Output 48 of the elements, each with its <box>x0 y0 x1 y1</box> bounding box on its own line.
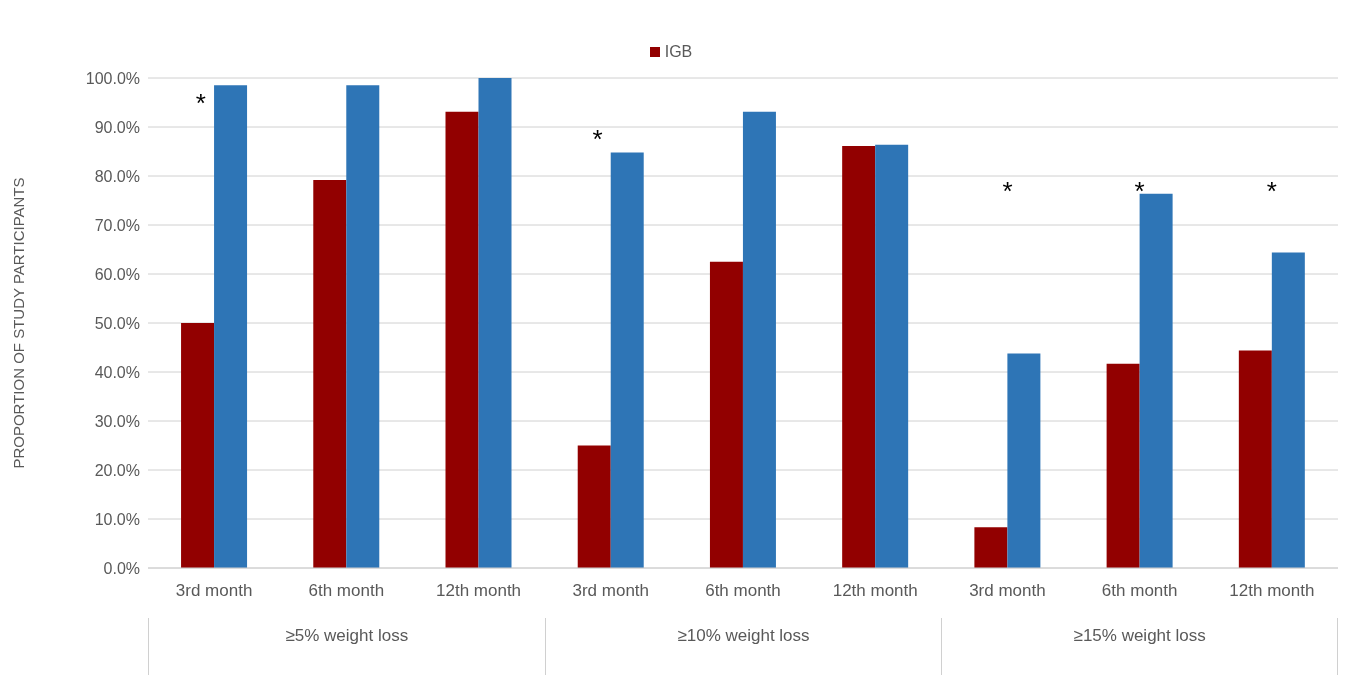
bar <box>181 323 215 568</box>
bar <box>1106 363 1140 568</box>
text: ≥10% weight loss <box>544 618 942 675</box>
x-tick-label: 6th month <box>705 581 781 601</box>
bar <box>346 85 380 568</box>
x-tick-label: 3rd month <box>572 581 650 601</box>
y-tick-label: 30.0% <box>94 412 140 430</box>
y-tick-label: 60.0% <box>94 265 140 283</box>
bar <box>709 261 743 568</box>
text: ≥15% weight loss <box>941 618 1338 675</box>
annotation: * <box>1133 176 1146 206</box>
bar <box>842 146 876 568</box>
annotation: * <box>1001 176 1014 206</box>
y-tick-label: 80.0% <box>94 167 140 185</box>
bar <box>445 111 479 568</box>
bar <box>313 179 347 568</box>
bar <box>577 445 611 568</box>
x-tick-label: 6th month <box>308 581 385 601</box>
bar <box>974 527 1008 568</box>
bar <box>1271 252 1305 568</box>
bar <box>610 152 644 568</box>
bar <box>1007 353 1041 568</box>
y-tick-label: 40.0% <box>94 363 140 381</box>
annotation: * <box>1265 176 1278 206</box>
x-tick-label: 12th month <box>832 581 918 601</box>
legend-label: IGB <box>664 43 693 60</box>
bar <box>742 111 776 568</box>
y-tick-label: 90.0% <box>94 118 140 136</box>
x-tick-label: 3rd month <box>175 581 253 601</box>
bar <box>1238 350 1272 568</box>
bar <box>478 78 512 568</box>
y-tick-label: 50.0% <box>94 314 140 332</box>
x-tick-label: 6th month <box>1101 581 1178 601</box>
bar <box>1139 193 1173 568</box>
y-tick-label: 0.0% <box>103 559 140 577</box>
y-tick-label: 10.0% <box>94 510 140 528</box>
y-tick-label: 20.0% <box>94 461 140 479</box>
annotation: * <box>194 88 207 118</box>
x-tick-label: 3rd month <box>969 581 1046 601</box>
y-tick-label: 70.0% <box>94 216 140 234</box>
bar <box>214 85 248 568</box>
x-tick-label: 12th month <box>436 581 522 601</box>
y-tick-label: 100.0% <box>85 69 140 87</box>
x-tick-label: 12th month <box>1229 581 1315 601</box>
text: ≥5% weight loss <box>148 618 545 675</box>
annotation: * <box>591 124 604 154</box>
y-axis-title: PROPORTION OF STUDY PARTICIPANTS <box>9 177 27 469</box>
bar <box>875 144 909 568</box>
